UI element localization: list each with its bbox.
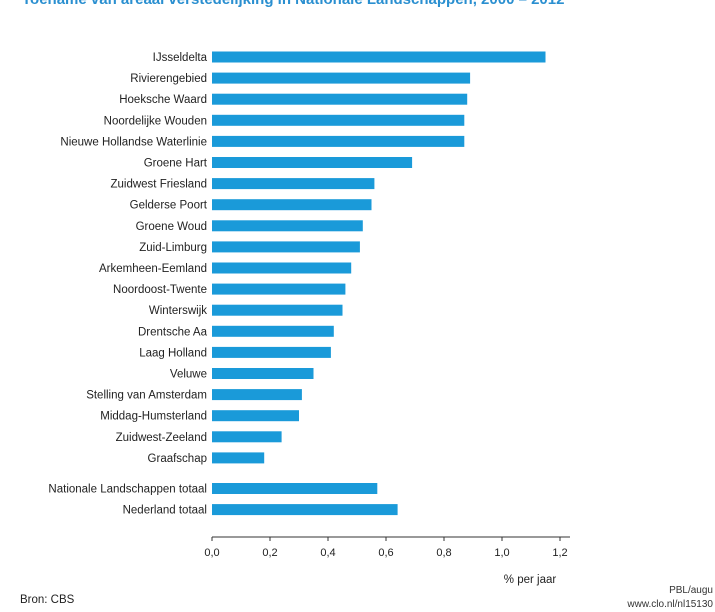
credit-line-2: www.clo.nl/nl15130 <box>627 599 713 610</box>
x-tick-label-1: 0,2 <box>262 547 277 559</box>
category-label-12: Winterswijk <box>149 305 207 317</box>
bar-19 <box>212 452 265 464</box>
bar-9 <box>212 241 360 253</box>
x-tick-label-2: 0,4 <box>320 547 335 559</box>
category-label-13: Drentsche Aa <box>138 326 208 338</box>
bar-18 <box>212 431 282 443</box>
x-tick-label-4: 0,8 <box>436 547 451 559</box>
category-label-4: Nieuwe Hollandse Waterlinie <box>60 136 207 148</box>
category-label-3: Noordelijke Wouden <box>104 115 207 127</box>
bar-20 <box>212 483 378 494</box>
x-tick-label-5: 1,0 <box>494 547 509 559</box>
chart-title: Toename van areaal verstedelijking in Na… <box>22 0 715 11</box>
credit-line-1: PBL/augu <box>669 585 713 596</box>
category-label-5: Groene Hart <box>144 158 208 170</box>
category-label-8: Groene Woud <box>136 221 207 233</box>
x-tick-label-6: 1,2 <box>552 547 567 559</box>
bar-15 <box>212 368 314 379</box>
bar-4 <box>212 135 465 147</box>
bar-21 <box>212 504 398 516</box>
category-label-15: Veluwe <box>170 369 207 381</box>
bar-6 <box>212 178 375 190</box>
bar-8 <box>212 220 363 232</box>
category-label-10: Arkemheen-Eemland <box>99 263 207 275</box>
bar-17 <box>212 410 299 422</box>
category-label-11: Noordoost-Twente <box>113 284 207 296</box>
bar-3 <box>212 114 465 126</box>
category-label-2: Hoeksche Waard <box>119 94 207 106</box>
bar-1 <box>212 72 471 84</box>
category-label-9: Zuid-Limburg <box>139 242 207 254</box>
category-label-20: Nationale Landschappen totaal <box>48 484 207 496</box>
bar-0 <box>212 51 546 63</box>
category-label-0: IJsseldelta <box>153 52 208 64</box>
x-tick-label-3: 0,6 <box>378 547 393 559</box>
category-label-14: Laag Holland <box>139 347 207 359</box>
category-label-1: Rivierengebied <box>130 73 207 85</box>
bar-5 <box>212 157 413 168</box>
bars <box>212 51 546 516</box>
category-label-7: Gelderse Poort <box>130 200 208 212</box>
x-tick-label-0: 0,0 <box>204 547 219 559</box>
category-label-16: Stelling van Amsterdam <box>86 390 207 402</box>
category-label-6: Zuidwest Friesland <box>110 179 207 191</box>
credit-note: PBL/augu www.clo.nl/nl15130 <box>627 584 713 612</box>
category-label-18: Zuidwest-Zeeland <box>116 432 207 444</box>
bar-13 <box>212 325 334 337</box>
bar-7 <box>212 199 372 211</box>
bar-11 <box>212 283 346 295</box>
category-label-21: Nederland totaal <box>123 505 207 517</box>
x-axis-label: % per jaar <box>504 574 557 586</box>
x-axis-ticks: 0,0 0,2 0,4 0,6 0,8 1,0 1,2 <box>204 537 568 559</box>
source-note: Bron: CBS <box>20 594 75 606</box>
bar-14 <box>212 346 331 358</box>
bar-10 <box>212 262 352 274</box>
category-label-17: Middag-Humsterland <box>100 411 207 423</box>
category-labels: IJsseldelta Rivierengebied Hoeksche Waard N… <box>48 52 207 517</box>
bar-16 <box>212 389 302 401</box>
category-label-19: Graafschap <box>148 453 207 465</box>
bar-2 <box>212 93 468 105</box>
bar-12 <box>212 304 343 316</box>
